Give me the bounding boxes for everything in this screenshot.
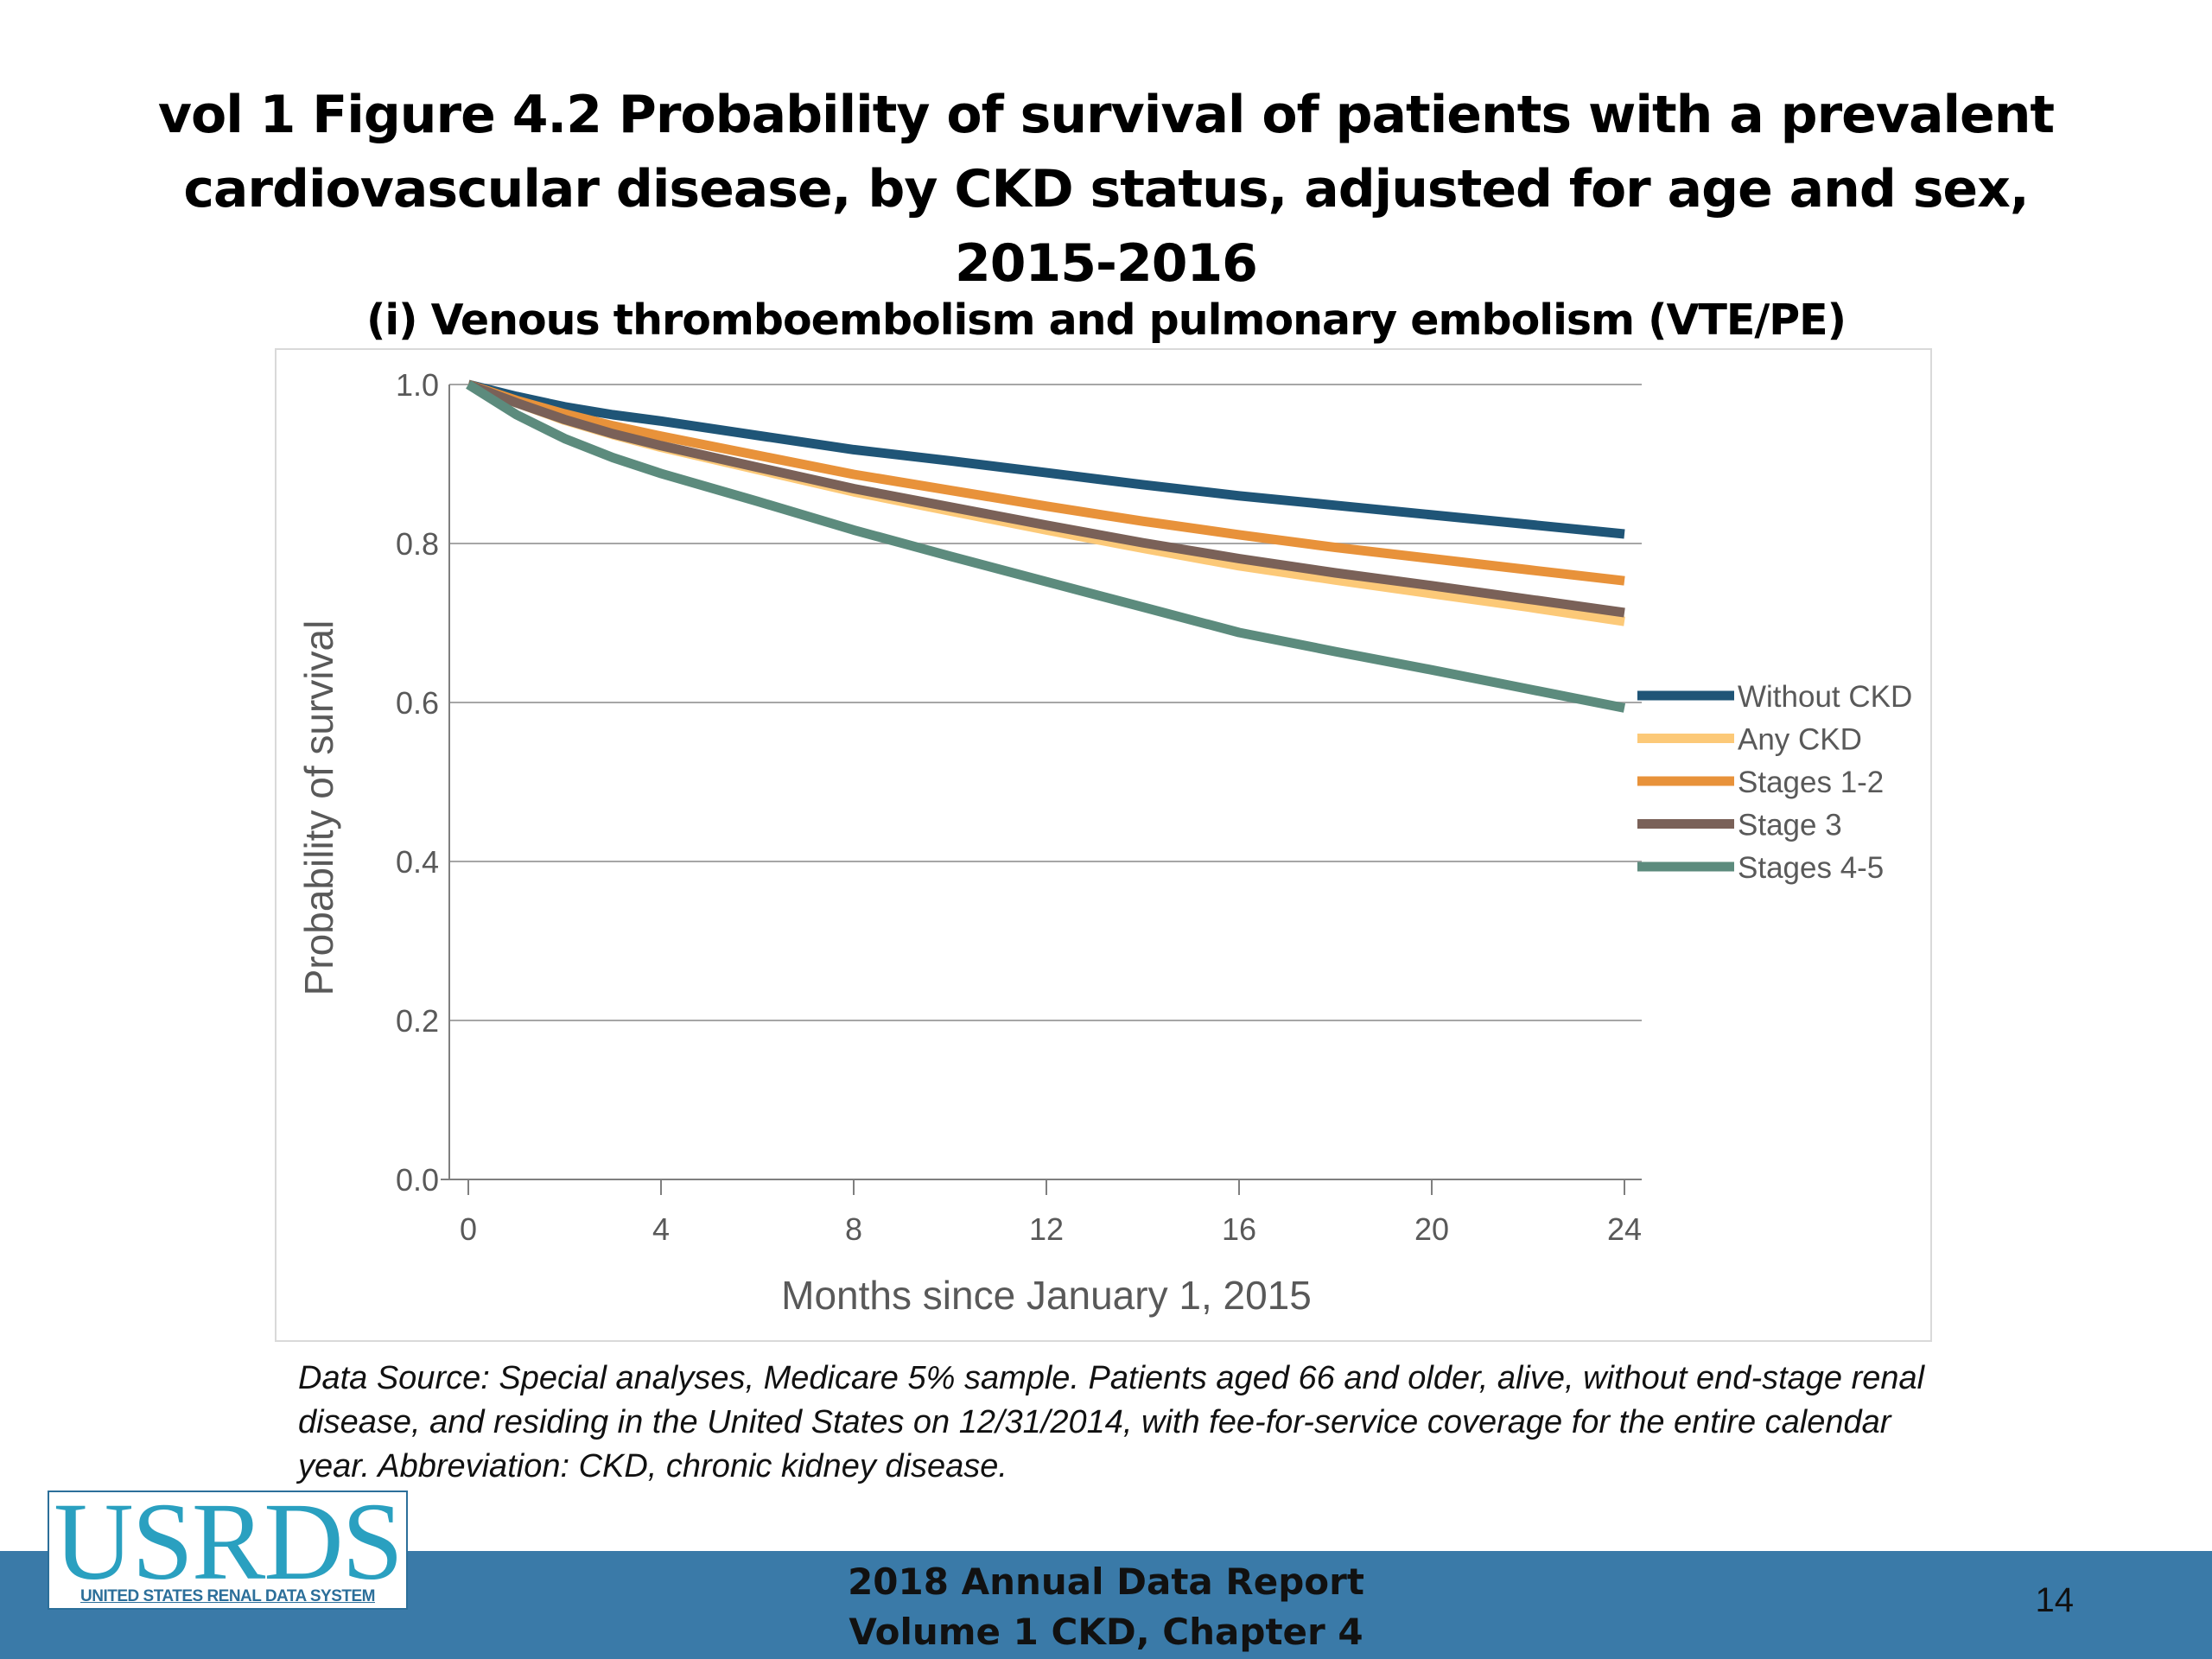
series-line-stages-1-2 bbox=[467, 379, 1625, 586]
series-line-stages-4-5 bbox=[466, 380, 1626, 713]
page-number: 14 bbox=[2035, 1581, 2075, 1619]
series-line-stage-3 bbox=[467, 379, 1625, 618]
y-axis-title: Probability of survival bbox=[296, 620, 341, 996]
y-tick-label: 0.2 bbox=[396, 1003, 439, 1039]
slide-title-line1: vol 1 Figure 4.2 Probability of survival… bbox=[157, 85, 2055, 145]
slide-title: vol 1 Figure 4.2 Probability of survival… bbox=[104, 78, 2108, 301]
y-tick-label: 0.0 bbox=[396, 1162, 439, 1198]
x-tick-label: 24 bbox=[1607, 1211, 1642, 1247]
legend-label: Stages 1-2 bbox=[1738, 766, 1884, 799]
report-line2: Volume 1 CKD, Chapter 4 bbox=[849, 1611, 1363, 1653]
x-tick-label: 16 bbox=[1222, 1211, 1256, 1247]
chart-title: (i) Venous thromboembolism and pulmonary… bbox=[365, 296, 1847, 345]
legend-label: Stages 4-5 bbox=[1738, 851, 1884, 885]
report-line1: 2018 Annual Data Report bbox=[848, 1560, 1364, 1603]
y-tick-label: 1.0 bbox=[396, 367, 439, 403]
y-tick-label: 0.6 bbox=[396, 685, 439, 721]
usrds-logo: USRDS UNITED STATES RENAL DATA SYSTEM bbox=[48, 1485, 408, 1610]
legend-label: Any CKD bbox=[1738, 723, 1862, 757]
report-label: 2018 Annual Data Report Volume 1 CKD, Ch… bbox=[760, 1557, 1452, 1657]
slide-title-line2: cardiovascular disease, by CKD status, a… bbox=[183, 159, 2029, 294]
x-tick-label: 4 bbox=[652, 1211, 670, 1247]
chart-frame: 0.0 0.2 0.4 0.6 0.8 1.0 0 4 8 12 16 20 24 Months sinc… bbox=[275, 348, 1932, 1342]
logo-text: USRDS bbox=[54, 1480, 404, 1603]
data-source-footnote: Data Source: Special analyses, Medicare … bbox=[298, 1360, 1925, 1484]
x-tick-label: 12 bbox=[1029, 1211, 1064, 1247]
x-tick-label: 20 bbox=[1414, 1211, 1449, 1247]
y-tick-label: 0.8 bbox=[396, 526, 439, 562]
x-axis-title: Months since January 1, 2015 bbox=[781, 1273, 1312, 1318]
x-tick-label: 8 bbox=[845, 1211, 862, 1247]
survival-chart: 0.0 0.2 0.4 0.6 0.8 1.0 0 4 8 12 16 20 24 Months sinc… bbox=[296, 367, 1912, 1318]
legend-label: Stage 3 bbox=[1738, 809, 1842, 842]
y-tick-label: 0.4 bbox=[396, 844, 439, 880]
series-line-without-ckd bbox=[467, 379, 1625, 539]
logo-subtext: UNITED STATES RENAL DATA SYSTEM bbox=[80, 1587, 375, 1605]
legend-label: Without CKD bbox=[1738, 680, 1912, 714]
x-tick-label: 0 bbox=[460, 1211, 477, 1247]
